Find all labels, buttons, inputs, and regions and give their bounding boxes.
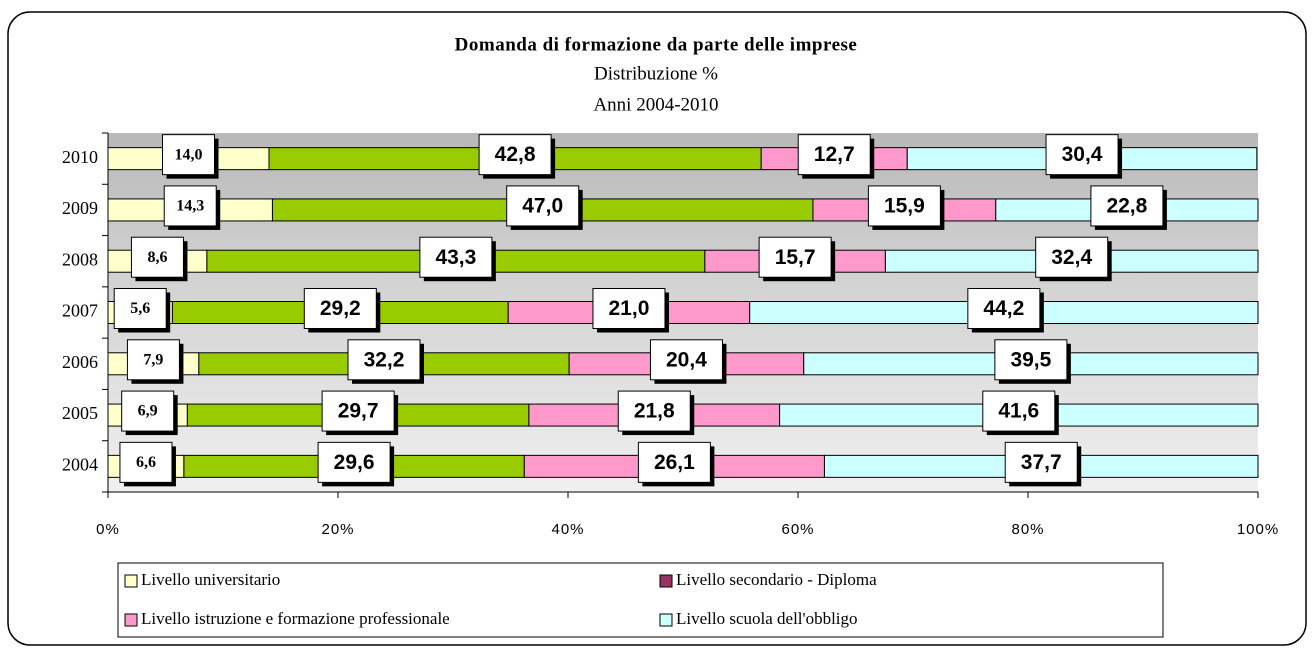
label-box [1035,236,1109,278]
data-label: 14,3 [176,198,204,215]
label-box [967,288,1041,329]
data-label: 21,0 [609,297,650,320]
data-label: 5,6 [130,300,150,317]
label-box [321,390,395,432]
legend-label: Livello universitario [141,570,280,589]
data-label: 42,8 [495,143,536,166]
chart-subtitle: Distribuzione % [594,63,718,84]
data-label: 47,0 [522,194,563,217]
data-label: 37,7 [1021,451,1062,474]
label-box [1090,185,1164,227]
label-box [478,134,552,176]
label-box [119,441,173,483]
data-label: 20,4 [666,348,707,371]
y-tick-label: 2008 [62,249,98,269]
data-label: 29,7 [338,400,379,423]
label-box [303,288,377,329]
data-label: 32,2 [364,348,405,371]
legend-swatch [124,574,138,588]
data-label: 30,4 [1062,143,1103,166]
label-box [592,288,666,329]
chart-title: Domanda di formazione da parte delle imp… [455,34,858,55]
label-box [982,390,1056,432]
x-tick-label: 60% [781,521,814,538]
y-tick-label: 2009 [62,198,98,218]
data-label: 29,6 [334,451,375,474]
data-label: 12,7 [814,143,855,166]
legend-label: Livello istruzione e formazione professi… [141,609,450,628]
y-tick-label: 2005 [62,403,98,423]
legend-label: Livello secondario - Diploma [676,570,877,589]
data-label: 26,1 [654,451,695,474]
y-tick-label: 2004 [62,454,98,474]
x-tick-label: 0% [96,521,120,538]
label-box [130,236,184,278]
x-tick-label: 100% [1237,521,1279,538]
legend-swatch [659,574,673,588]
label-box [637,441,711,483]
data-label: 6,6 [136,454,156,471]
data-label: 7,9 [143,351,163,368]
label-box [617,390,691,432]
y-tick-label: 2007 [62,301,98,321]
data-label: 32,4 [1051,246,1092,269]
label-box [1004,441,1078,483]
label-box [649,339,723,381]
data-label: 39,5 [1010,348,1051,371]
label-box [797,134,871,176]
data-label: 8,6 [147,249,167,266]
data-label: 43,3 [435,246,476,269]
data-label: 22,8 [1106,194,1147,217]
data-label: 21,8 [634,400,675,423]
chart-subtitle: Anni 2004-2010 [593,94,718,115]
label-box [317,441,391,483]
label-box [867,185,941,227]
data-label: 29,2 [320,297,361,320]
label-box [419,236,493,278]
data-label: 6,9 [138,403,158,420]
data-label: 14,0 [175,146,203,163]
legend [117,562,1164,638]
legend-swatch [659,613,673,627]
label-box [506,185,580,227]
label-box [1045,134,1119,176]
label-box [758,236,832,278]
label-box [162,134,215,176]
label-box [163,185,217,227]
label-box [994,339,1068,381]
label-box [121,390,175,432]
label-box [347,339,421,381]
x-tick-label: 20% [321,521,354,538]
x-tick-label: 80% [1011,521,1044,538]
data-label: 15,9 [884,194,925,217]
x-tick-label: 40% [551,521,584,538]
label-box [113,288,167,329]
y-tick-label: 2006 [62,352,98,372]
legend-swatch [124,613,138,627]
data-label: 15,7 [775,246,816,269]
label-box [126,339,180,381]
y-tick-label: 2010 [62,147,98,167]
data-label: 41,6 [998,400,1039,423]
data-label: 44,2 [983,297,1024,320]
legend-label: Livello scuola dell'obbligo [676,609,858,628]
